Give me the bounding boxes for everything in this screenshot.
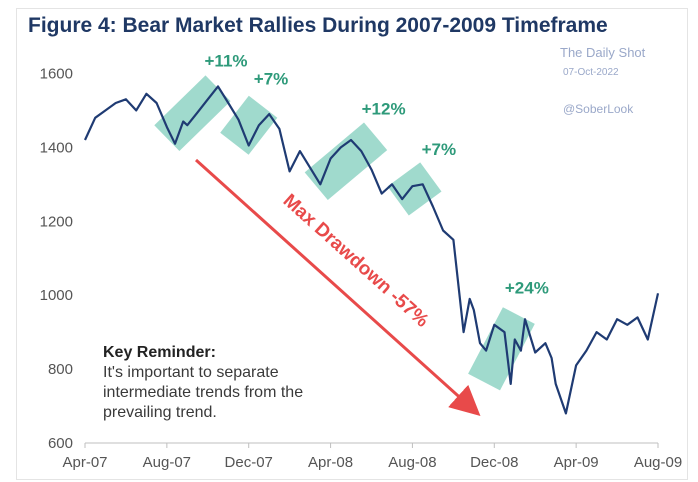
rally-band	[220, 95, 278, 155]
key-reminder-text: It's important to separate intermediate …	[103, 364, 304, 421]
source-handle: @SoberLook	[563, 102, 634, 116]
chart-title: Figure 4: Bear Market Rallies During 200…	[28, 14, 608, 37]
rally-label: +12%	[362, 99, 406, 118]
x-tick-label: Aug-08	[388, 454, 436, 471]
x-tick-label: Aug-09	[634, 454, 682, 471]
rally-label: +24%	[505, 279, 549, 298]
drawdown-arrow	[194, 158, 481, 417]
x-tick-label: Dec-07	[225, 454, 273, 471]
y-tick-label: 600	[48, 435, 73, 452]
x-tick-label: Apr-08	[308, 454, 353, 471]
x-tick-label: Apr-09	[554, 454, 599, 471]
y-tick-label: 1600	[40, 65, 73, 82]
x-tick-label: Dec-08	[470, 454, 518, 471]
key-reminder-box: Key Reminder: It's important to separate…	[103, 343, 363, 423]
y-tick-label: 1400	[40, 139, 73, 156]
y-tick-label: 800	[48, 361, 73, 378]
rally-label: +11%	[205, 51, 248, 70]
source-date: 07-Oct-2022	[563, 67, 619, 78]
series-line	[84, 85, 660, 415]
chart-frame	[16, 8, 688, 480]
key-reminder-title: Key Reminder:	[103, 344, 216, 361]
x-tick-label: Apr-07	[62, 454, 107, 471]
rally-band	[468, 307, 535, 391]
source-label: The Daily Shot	[560, 45, 646, 60]
rally-label: +7%	[422, 140, 457, 159]
x-tick-label: Aug-07	[143, 454, 191, 471]
rally-band	[304, 122, 388, 200]
y-tick-label: 1200	[40, 213, 73, 230]
rally-label: +7%	[254, 70, 289, 89]
y-tick-label: 1000	[40, 287, 73, 304]
rally-band	[387, 162, 442, 216]
